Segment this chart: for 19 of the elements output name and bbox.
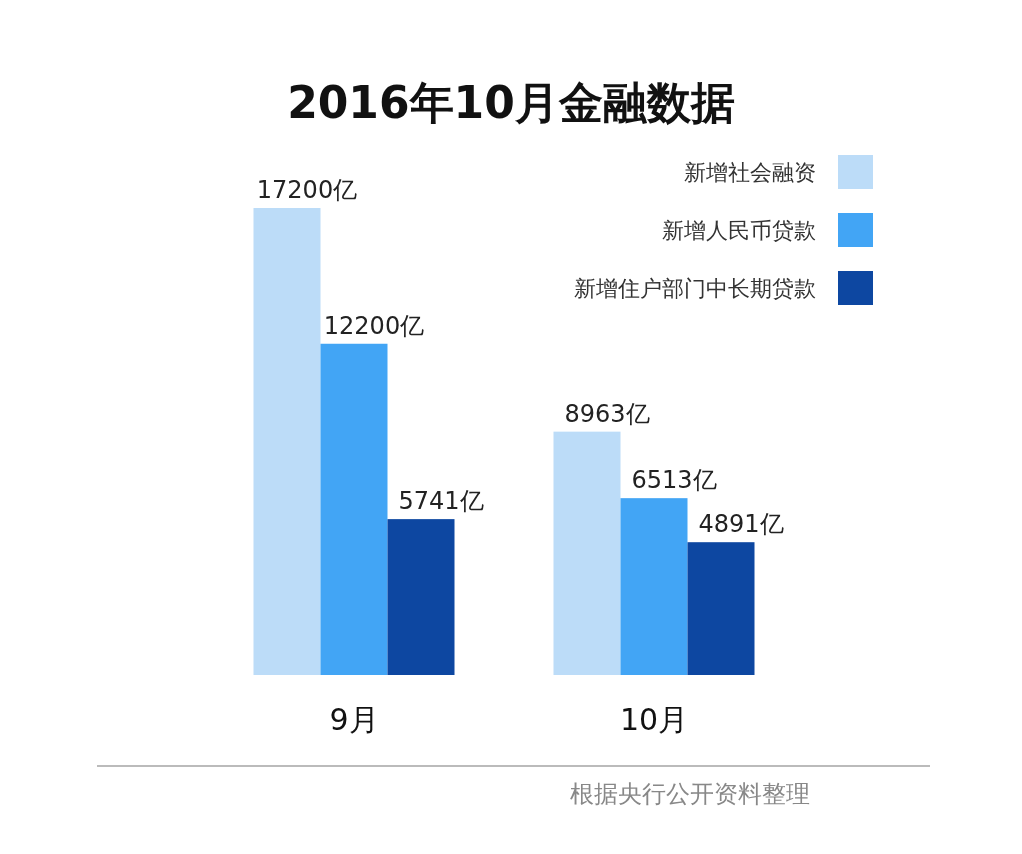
x-tick-label: 10月	[619, 702, 689, 737]
legend-label: 新增住户部门中长期贷款	[574, 276, 816, 301]
data-label: 4891亿	[698, 510, 784, 539]
data-label: 12200亿	[323, 311, 425, 340]
legend-label: 新增人民币贷款	[662, 218, 816, 243]
legend-label: 新增社会融资	[684, 160, 816, 185]
x-tick-label: 9月	[329, 702, 379, 737]
data-label: 8963亿	[564, 399, 650, 428]
bar	[387, 519, 455, 675]
data-label: 17200亿	[256, 176, 358, 204]
text: 根据央行公开资料整理	[570, 780, 810, 808]
bar	[620, 498, 688, 675]
chart-title: 2016年10月金融数据	[287, 77, 735, 128]
bar	[553, 431, 621, 675]
data-label: 6513亿	[631, 466, 717, 495]
bar	[687, 542, 755, 675]
bar	[253, 208, 321, 675]
data-label: 5741亿	[398, 487, 484, 516]
bar	[320, 343, 388, 675]
